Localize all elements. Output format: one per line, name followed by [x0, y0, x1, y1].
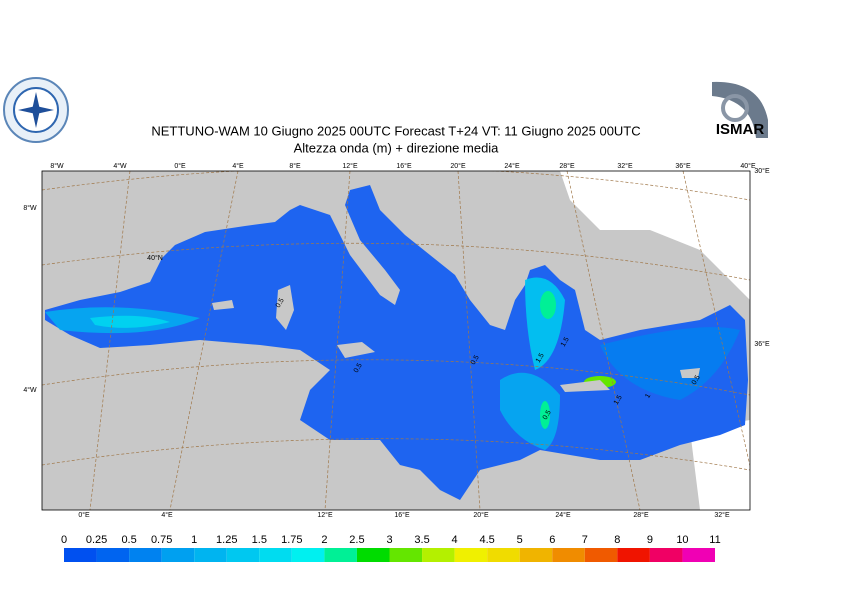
lon-label: 16°E [396, 162, 412, 170]
lon-label: 24°E [555, 511, 571, 519]
colorbar-box [552, 548, 585, 562]
colorbar-box [356, 548, 390, 562]
lat-label: 36°E [754, 340, 770, 348]
colorbar-label: 4.5 [480, 534, 495, 546]
lon-label: 4°E [161, 511, 173, 519]
lon-label: 32°E [714, 511, 730, 519]
lat-label: 4°W [23, 386, 37, 394]
colorbar-box [161, 548, 195, 562]
subtitle: Altezza onda (m) + direzione media [294, 140, 500, 155]
colorbar-label: 9 [647, 534, 653, 546]
colorbar-box [96, 548, 130, 562]
logo-left [3, 77, 69, 143]
lon-label: 12°E [342, 162, 358, 170]
colorbar-box [194, 548, 227, 562]
lon-label: 24°E [504, 162, 520, 170]
colorbar-label: 5 [517, 534, 523, 546]
colorbar-label: 7 [582, 534, 588, 546]
lat-label: 40°N [147, 254, 163, 262]
colorbar-box [324, 548, 357, 562]
colorbar-label: 1.5 [252, 534, 267, 546]
colorbar-box [454, 548, 488, 562]
colorbar-box [64, 548, 97, 562]
colorbar-box [584, 548, 618, 562]
lon-label: 20°E [473, 511, 489, 519]
contour-label: 0.5 [691, 374, 702, 386]
contour-label: 0.5 [275, 297, 286, 309]
colorbar-label: 8 [614, 534, 620, 546]
colorbar-label: 2.5 [349, 534, 364, 546]
lon-label: 4°W [113, 162, 127, 170]
colorbar-box [617, 548, 650, 562]
contour-label: 1.5 [560, 336, 571, 348]
lon-label: 0°E [174, 162, 186, 170]
colorbar-box [519, 548, 553, 562]
colorbar-label: 0.75 [151, 534, 172, 546]
colorbar-label: 1 [191, 534, 197, 546]
colorbar-label: 0 [61, 534, 67, 546]
colorbar-label: 4 [452, 534, 458, 546]
colorbar-label: 11 [709, 534, 720, 546]
lon-label: 36°E [675, 162, 691, 170]
colorbar-label: 2 [321, 534, 327, 546]
lat-label: 8°W [23, 204, 37, 212]
lon-label: 16°E [394, 511, 410, 519]
colorbar-label: 1.25 [216, 534, 237, 546]
colorbar-box [129, 548, 162, 562]
contour-label: 1.5 [535, 352, 546, 364]
colorbar-box [682, 548, 715, 562]
lon-label: 8°E [289, 162, 301, 170]
colorbar-box [259, 548, 292, 562]
lon-label: 28°E [559, 162, 575, 170]
colorbar-box [389, 548, 423, 562]
colorbar-box [487, 548, 520, 562]
lon-label: 8°W [50, 162, 64, 170]
colorbar-label: 0.25 [86, 534, 107, 546]
colorbar-box [649, 548, 683, 562]
colorbar-label: 3 [386, 534, 392, 546]
title: NETTUNO-WAM 10 Giugno 2025 00UTC Forecas… [151, 123, 640, 138]
colorbar-box [291, 548, 325, 562]
colorbar-label: 0.5 [121, 534, 136, 546]
logo-right: ISMAR [708, 80, 770, 140]
lon-label: 28°E [633, 511, 649, 519]
contour-label: 1 [644, 393, 652, 400]
colorbar-label: 6 [549, 534, 555, 546]
map-frame [41, 170, 751, 511]
colorbar-label: 10 [676, 534, 688, 546]
lon-label: 32°E [617, 162, 633, 170]
contour-label: 0.5 [542, 409, 553, 421]
lat-label: 30°E [754, 167, 770, 175]
contour-label: 1.5 [613, 394, 624, 406]
contour-label: 0.5 [470, 354, 481, 366]
colorbar-box [422, 548, 455, 562]
logo-text: ISMAR [716, 121, 765, 138]
colorbar-label: 1.75 [281, 534, 302, 546]
colorbar-box [226, 548, 260, 562]
map [42, 171, 750, 510]
lon-label: 12°E [317, 511, 333, 519]
lon-label: 0°E [78, 511, 90, 519]
lon-label: 40°E [740, 162, 756, 170]
contour-label: 0.5 [353, 362, 364, 374]
lon-label: 20°E [450, 162, 466, 170]
colorbar-label: 3.5 [414, 534, 429, 546]
lon-label: 4°E [232, 162, 244, 170]
